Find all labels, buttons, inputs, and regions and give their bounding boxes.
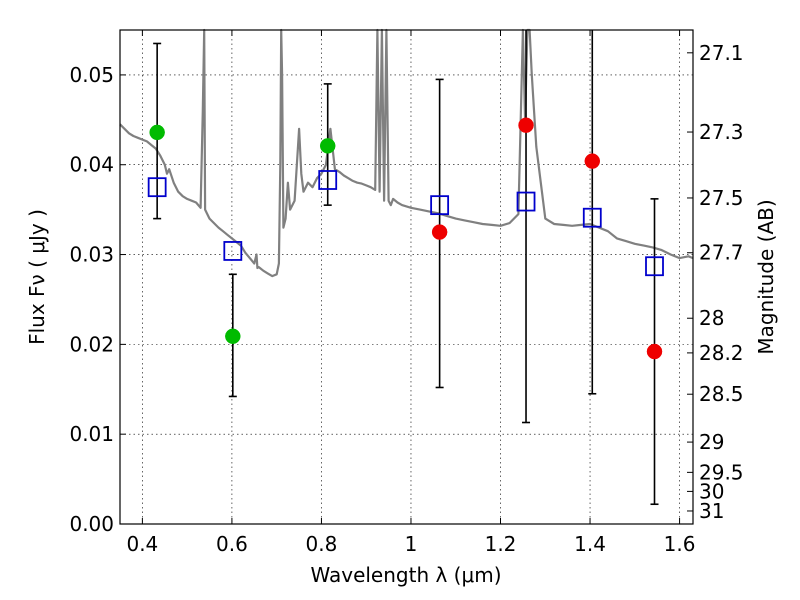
y-tick-label: 0.05 bbox=[69, 63, 114, 87]
x-tick-label: 1.4 bbox=[574, 532, 606, 556]
y-tick-label: 0.03 bbox=[69, 243, 114, 267]
observed-point bbox=[149, 124, 165, 141]
observed-point bbox=[431, 224, 448, 240]
right-tick-label: 29 bbox=[699, 430, 724, 454]
x-tick-label: 0.4 bbox=[126, 532, 158, 556]
markers-layer bbox=[147, 117, 664, 360]
right-tick-label: 28.5 bbox=[699, 382, 744, 406]
model-photometry-square bbox=[645, 256, 664, 277]
model-photometry-square bbox=[147, 177, 167, 198]
right-tick-label: 31 bbox=[699, 499, 724, 523]
plot-frame bbox=[119, 29, 694, 525]
observed-point bbox=[518, 117, 534, 133]
y-tick-label: 0.00 bbox=[69, 512, 114, 536]
right-tick-label: 28.2 bbox=[699, 341, 744, 365]
model-photometry-square bbox=[516, 191, 536, 212]
x-axis-title: Wavelength λ (μm) bbox=[310, 563, 501, 587]
x-tick-label: 1.2 bbox=[485, 532, 517, 556]
observed-point bbox=[319, 138, 336, 154]
right-tick-label: 27.5 bbox=[699, 186, 744, 210]
y-tick-label: 0.02 bbox=[69, 332, 114, 356]
grid-lines bbox=[120, 30, 693, 524]
right-axis-title: Magnitude (AB) bbox=[754, 199, 778, 354]
right-tick-label: 27.7 bbox=[699, 241, 744, 265]
x-tick-label: 1 bbox=[405, 532, 418, 556]
right-tick-label: 27.3 bbox=[699, 120, 744, 144]
right-tick-label: 27.1 bbox=[699, 41, 744, 65]
right-tick-label: 30 bbox=[699, 479, 724, 503]
y-tick-label: 0.04 bbox=[69, 153, 114, 177]
model-photometry-square bbox=[318, 170, 338, 190]
model-photometry-square bbox=[582, 207, 602, 228]
right-tick-label: 28 bbox=[699, 306, 724, 330]
observed-point bbox=[646, 343, 663, 360]
ticks-layer: 0.4 0.6 0.8 1 1.2 1.4 1.6 0.00 0.01 0.02 0.03 0.04 0… bbox=[69, 30, 744, 556]
model-photometry-square bbox=[430, 195, 450, 216]
y-tick-label: 0.01 bbox=[69, 422, 114, 446]
x-tick-label: 0.8 bbox=[306, 532, 338, 556]
observed-point bbox=[225, 328, 241, 345]
x-tick-label: 0.6 bbox=[216, 532, 248, 556]
y-axis-title: Flux Fν ( μJy ) bbox=[25, 209, 49, 345]
observed-point bbox=[584, 153, 601, 169]
model-photometry-square bbox=[223, 241, 243, 261]
x-tick-label: 1.6 bbox=[664, 532, 696, 556]
right-tick-label: 29.5 bbox=[699, 460, 744, 484]
